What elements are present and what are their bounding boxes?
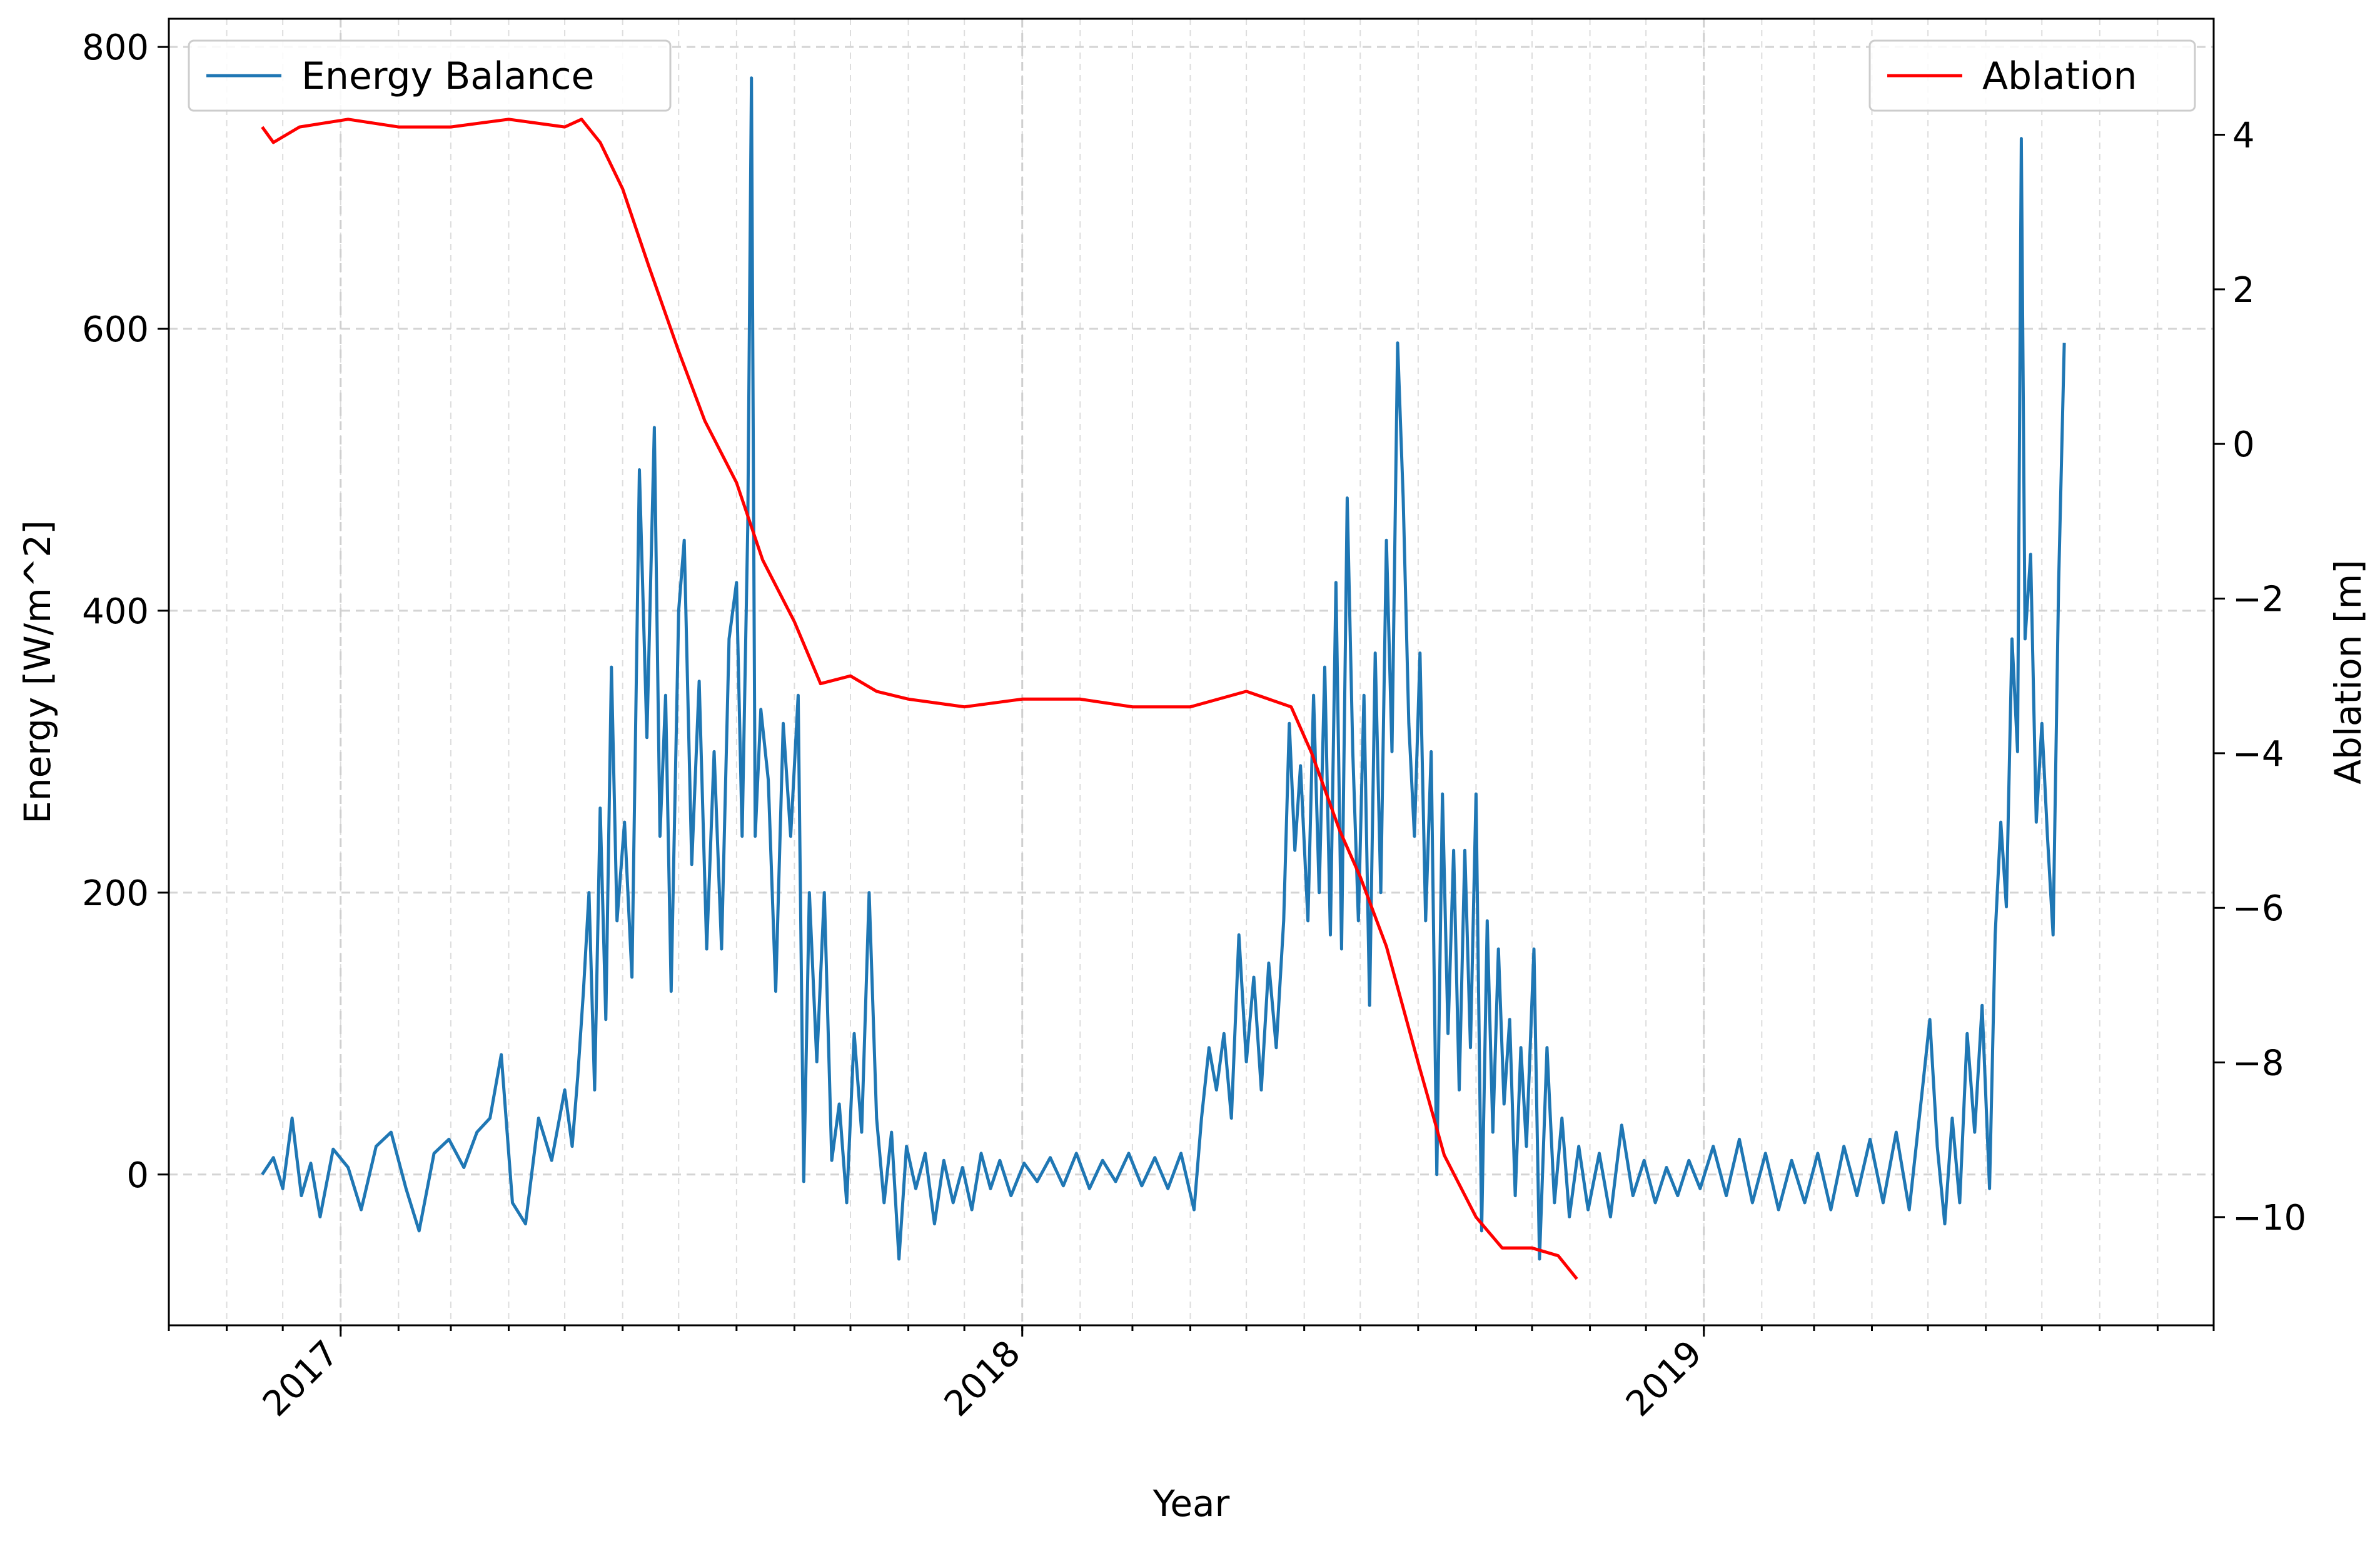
y-right-tick-label: 4 bbox=[2232, 116, 2255, 156]
y-axis-left-label: Energy [W/m^2] bbox=[16, 520, 59, 824]
legend-box bbox=[188, 39, 672, 112]
series-layer bbox=[261, 76, 2066, 1280]
y-right-tick-label: −4 bbox=[2232, 734, 2284, 775]
y-right-tick-label: −8 bbox=[2232, 1043, 2284, 1084]
legend-ablation: Ablation bbox=[1868, 39, 2196, 112]
y-left-tick-label: 0 bbox=[126, 1155, 149, 1196]
y-right-tick-label: −2 bbox=[2232, 580, 2284, 620]
y-right-tick-label: −6 bbox=[2232, 888, 2284, 929]
y-left-tick-label: 400 bbox=[82, 591, 149, 632]
y-right-tick-label: 2 bbox=[2232, 270, 2255, 311]
y-left-tick-label: 800 bbox=[82, 28, 149, 68]
y-axis-right-label: Ablation [m] bbox=[2327, 560, 2369, 784]
legend-label-ablation: Ablation bbox=[1982, 54, 2137, 98]
grid bbox=[168, 19, 2214, 1325]
legend-energy-balance: Energy Balance bbox=[188, 39, 672, 112]
y-right-tick-label: −10 bbox=[2232, 1198, 2306, 1238]
x-axis-label: Year bbox=[1152, 1482, 1230, 1525]
series-line-energy-balance bbox=[261, 76, 2066, 1261]
y-left-tick-label: 600 bbox=[82, 309, 149, 350]
legend-box bbox=[1868, 39, 2196, 112]
y-left-tick-label: 200 bbox=[82, 873, 149, 914]
y-right-tick-label: 0 bbox=[2232, 424, 2255, 465]
series-line-ablation bbox=[261, 118, 1578, 1280]
legend-label-energy-balance: Energy Balance bbox=[301, 54, 594, 98]
